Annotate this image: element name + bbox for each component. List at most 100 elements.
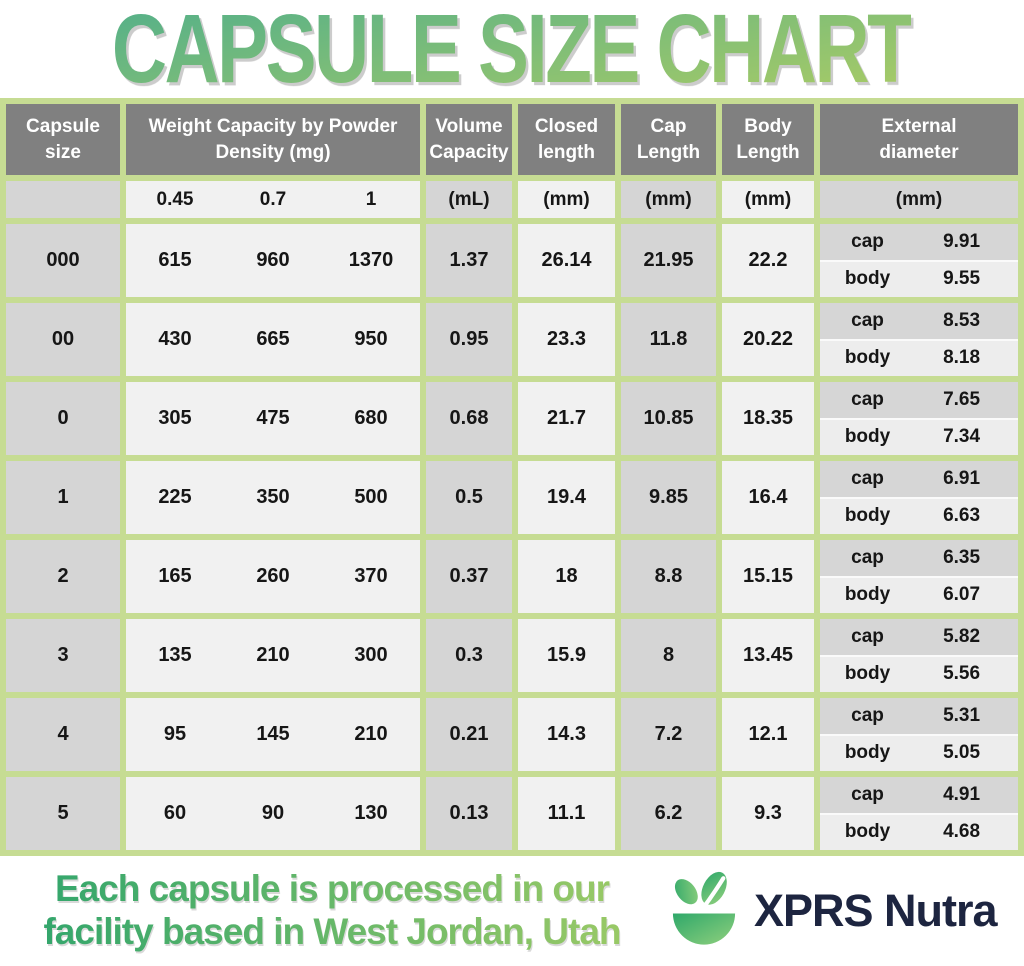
weight-07-value: 350 (256, 486, 290, 508)
units-closed: (mm) (518, 181, 615, 218)
header-weight-capacity: Weight Capacity by Powder Density (mg) (126, 104, 420, 175)
volume-value: 0.21 (426, 698, 512, 771)
mortar-leaf-icon (672, 871, 736, 945)
cap-length-value: 11.8 (621, 303, 716, 376)
closed-length-value: 11.1 (518, 777, 615, 850)
body-length-value: 12.1 (722, 698, 814, 771)
ext-cap-label: cap (851, 309, 884, 331)
ext-cap-value: 6.35 (943, 546, 981, 568)
weight-1-value: 370 (354, 565, 388, 587)
page-footer: Each capsule is processed in our facilit… (0, 856, 1024, 966)
ext-body-label: body (844, 821, 891, 843)
ext-cap-value: 4.91 (943, 783, 981, 805)
closed-length-value: 18 (518, 540, 615, 613)
closed-length-value: 23.3 (518, 303, 615, 376)
ext-body-label: body (844, 505, 891, 527)
ext-cap-value: 9.91 (943, 230, 981, 252)
ext-body-label: body (844, 426, 891, 448)
external-diameter-cell: cap 5.31 body 5.05 (820, 698, 1018, 771)
ext-cap-label: cap (851, 625, 884, 647)
units-volume: (mL) (426, 181, 512, 218)
units-weight-densities: 0.45 0.7 1 (126, 181, 420, 218)
ext-cap-label: cap (851, 467, 884, 489)
ext-body-value: 4.68 (943, 821, 981, 843)
footer-tagline-line2: facility based in West Jordan, Utah (43, 911, 621, 952)
ext-body-value: 9.55 (943, 268, 981, 290)
header-body-length: Body Length (722, 104, 814, 175)
table-row-00: 00 430 665 950 0.95 23.3 11.8 20.22 cap 8… (6, 303, 1018, 376)
weight-045-value: 165 (158, 565, 192, 587)
ext-cap-label: cap (851, 546, 884, 568)
ext-cap-label: cap (851, 704, 884, 726)
weight-045-value: 225 (158, 486, 192, 508)
ext-body-value: 5.56 (943, 663, 981, 685)
capsule-size-table: Capsule size Weight Capacity by Powder D… (0, 98, 1024, 856)
ext-body-value: 6.63 (943, 505, 981, 527)
weight-07-value: 475 (256, 407, 290, 429)
body-length-value: 13.45 (722, 619, 814, 692)
weight-045-value: 615 (158, 249, 192, 271)
weight-1-value: 210 (354, 723, 388, 745)
weight-07-value: 960 (256, 249, 290, 271)
ext-cap-value: 5.31 (943, 704, 981, 726)
external-diameter-cell: cap 5.82 body 5.56 (820, 619, 1018, 692)
cap-length-value: 21.95 (621, 224, 716, 297)
cap-length-value: 8.8 (621, 540, 716, 613)
weight-capacity-values: 225 350 500 (126, 461, 420, 534)
density-07: 0.7 (259, 188, 287, 210)
capsule-size-value: 3 (6, 619, 120, 692)
units-capsule-size (6, 181, 120, 218)
weight-capacity-values: 305 475 680 (126, 382, 420, 455)
capsule-size-value: 4 (6, 698, 120, 771)
table-row-3: 3 135 210 300 0.3 15.9 8 13.45 cap 5.82 b… (6, 619, 1018, 692)
footer-tagline: Each capsule is processed in our facilit… (8, 868, 656, 954)
external-diameter-cell: cap 6.35 body 6.07 (820, 540, 1018, 613)
weight-1-value: 680 (354, 407, 388, 429)
footer-tagline-line1: Each capsule is processed in our (54, 868, 610, 910)
ext-body-value: 6.07 (943, 584, 981, 606)
brand-name: XPRS Nutra (754, 885, 998, 936)
weight-07-value: 665 (256, 328, 290, 350)
ext-body-value: 5.05 (943, 742, 981, 764)
weight-07-value: 145 (256, 723, 290, 745)
volume-value: 0.5 (426, 461, 512, 534)
volume-value: 1.37 (426, 224, 512, 297)
header-cap-length: Cap Length (621, 104, 716, 175)
cap-length-value: 8 (621, 619, 716, 692)
ext-cap-value: 5.82 (943, 625, 981, 647)
header-volume-capacity: Volume Capacity (426, 104, 512, 175)
page-title: CAPSULE SIZE CHART (112, 0, 914, 105)
units-body-length: (mm) (722, 181, 814, 218)
weight-1-value: 950 (354, 328, 388, 350)
body-length-value: 20.22 (722, 303, 814, 376)
closed-length-value: 15.9 (518, 619, 615, 692)
ext-body-label: body (844, 347, 891, 369)
weight-capacity-values: 430 665 950 (126, 303, 420, 376)
table-row-4: 4 95 145 210 0.21 14.3 7.2 12.1 cap 5.31 … (6, 698, 1018, 771)
weight-1-value: 130 (354, 802, 388, 824)
ext-body-value: 8.18 (943, 347, 981, 369)
ext-cap-label: cap (851, 388, 884, 410)
volume-value: 0.3 (426, 619, 512, 692)
weight-1-value: 1370 (348, 249, 394, 271)
brand-logo: XPRS Nutra (662, 869, 998, 953)
cap-length-value: 6.2 (621, 777, 716, 850)
cap-length-value: 7.2 (621, 698, 716, 771)
weight-045-value: 135 (158, 644, 192, 666)
units-cap-length: (mm) (621, 181, 716, 218)
weight-07-value: 90 (261, 802, 285, 824)
table-row-5: 5 60 90 130 0.13 11.1 6.2 9.3 cap 4.91 bo… (6, 777, 1018, 850)
weight-capacity-values: 135 210 300 (126, 619, 420, 692)
ext-body-label: body (844, 742, 891, 764)
weight-1-value: 500 (354, 486, 388, 508)
ext-body-label: body (844, 268, 891, 290)
table-row-1: 1 225 350 500 0.5 19.4 9.85 16.4 cap 6.91… (6, 461, 1018, 534)
weight-07-value: 260 (256, 565, 290, 587)
volume-value: 0.13 (426, 777, 512, 850)
weight-045-value: 305 (158, 407, 192, 429)
weight-capacity-values: 60 90 130 (126, 777, 420, 850)
weight-045-value: 60 (163, 802, 187, 824)
body-length-value: 15.15 (722, 540, 814, 613)
cap-length-value: 10.85 (621, 382, 716, 455)
ext-cap-value: 7.65 (943, 388, 981, 410)
